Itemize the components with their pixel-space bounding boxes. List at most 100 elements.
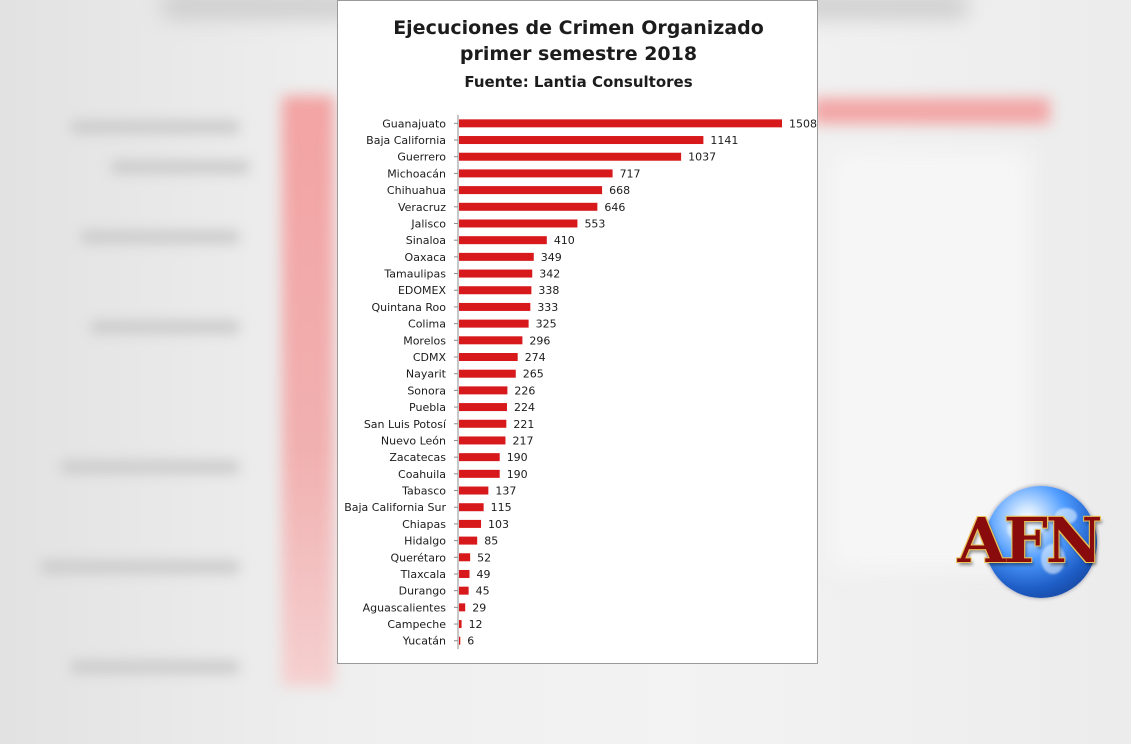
data-label: 12 [469,618,483,631]
category-label: San Luis Potosí [364,418,447,431]
data-label: 1037 [688,151,716,164]
bar [459,252,534,261]
category-label: Baja California [366,134,446,147]
bar [459,486,489,495]
chart-source: Fuente: Lantia Consultores [464,73,693,91]
bar [459,186,603,195]
bar [459,202,598,211]
category-label: Tamaulipas [383,268,446,281]
blurred-bar-axis-shape [282,96,334,686]
bar [459,319,529,328]
data-label: 190 [507,451,528,464]
category-label: Campeche [387,618,446,631]
category-label: Morelos [403,334,446,347]
data-label: 1508 [789,117,817,130]
blurred-right-area [830,150,1030,570]
data-label: 553 [584,217,605,230]
category-label: Colima [408,318,446,331]
data-label: 646 [604,201,625,214]
data-label: 29 [472,601,486,614]
category-label: Zacatecas [389,451,446,464]
category-label: Puebla [409,401,446,414]
bar [459,136,704,145]
data-label: 265 [523,368,544,381]
bar [459,436,506,445]
data-label: 349 [541,251,562,264]
bar-chart: Guanajuato 1508 Baja California 1141 Guerrer… [344,115,817,650]
data-label: 1141 [710,134,738,147]
category-label: Aguascalientes [363,601,447,614]
bar [459,219,578,228]
bar [459,419,507,428]
bar [459,336,523,345]
category-label: Chihuahua [387,184,446,197]
category-label: Hidalgo [404,535,446,548]
data-label: 52 [477,551,491,564]
bar [459,386,508,395]
bar [459,119,782,128]
bar [459,403,507,412]
blurred-label-shape [80,230,240,244]
data-label: 224 [514,401,535,414]
blurred-label-shape [70,660,240,674]
data-label: 296 [529,334,550,347]
data-label: 115 [491,501,512,514]
globe-icon [985,486,1097,598]
blurred-label-shape [60,460,240,474]
data-label: 221 [513,418,534,431]
afn-logo: AFN [953,484,1105,602]
data-label: 6 [467,635,474,648]
data-label: 338 [538,284,559,297]
blurred-label-shape [70,120,240,134]
bar [459,503,484,512]
bar [459,519,482,528]
category-label: Sonora [407,384,446,397]
data-label: 103 [488,518,509,531]
category-label: Baja California Sur [344,501,446,514]
data-label: 333 [537,301,558,314]
data-label: 342 [539,268,560,281]
bar [459,586,469,595]
category-label: Tlaxcala [400,568,446,581]
chart-subtitle: primer semestre 2018 [459,43,698,65]
data-label: 49 [476,568,490,581]
category-label: Michoacán [387,167,446,180]
data-label: 410 [554,234,575,247]
bar [459,269,533,278]
category-label: Guerrero [397,151,446,164]
chart-card: Ejecuciones de Crimen Organizado primer … [337,0,818,664]
bar [459,620,462,629]
category-label: Durango [399,585,447,598]
data-label: 217 [512,434,533,447]
bar [459,553,471,562]
category-label: Yucatán [402,635,446,648]
bar [459,236,547,245]
category-label: Querétaro [390,551,446,564]
bar [459,169,613,178]
bar [459,536,478,545]
category-label: CDMX [413,351,447,364]
chart-title: Ejecuciones de Crimen Organizado [393,17,764,39]
bar [459,286,532,295]
data-label: 45 [476,585,490,598]
category-label: Jalisco [410,217,446,230]
blurred-label-shape [110,160,250,174]
category-label: EDOMEX [398,284,447,297]
logo-text: AFN [957,504,1103,577]
category-label: Sinaloa [406,234,446,247]
blurred-label-shape [40,560,240,574]
bar [459,453,500,462]
bar [459,369,516,378]
data-label: 85 [484,535,498,548]
data-label: 137 [495,485,516,498]
blurred-label-shape [90,320,240,334]
bar [459,636,461,645]
category-label: Nayarit [406,368,447,381]
category-label: Oaxaca [405,251,446,264]
bar [459,469,500,478]
category-label: Guanajuato [382,117,446,130]
category-label: Veracruz [398,201,446,214]
category-label: Quintana Roo [371,301,446,314]
category-label: Nuevo León [381,434,446,447]
category-label: Chiapas [402,518,446,531]
